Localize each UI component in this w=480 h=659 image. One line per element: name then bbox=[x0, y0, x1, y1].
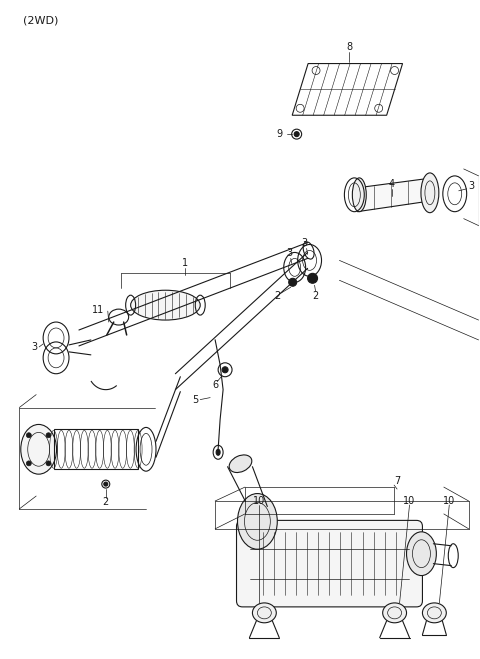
Text: 2: 2 bbox=[275, 291, 281, 301]
Ellipse shape bbox=[421, 173, 439, 213]
Text: 10: 10 bbox=[403, 496, 416, 506]
Ellipse shape bbox=[216, 449, 220, 455]
Ellipse shape bbox=[352, 178, 366, 212]
FancyBboxPatch shape bbox=[237, 521, 422, 607]
Ellipse shape bbox=[288, 278, 297, 286]
Text: 10: 10 bbox=[443, 496, 456, 506]
Ellipse shape bbox=[308, 273, 318, 283]
Ellipse shape bbox=[407, 532, 436, 575]
Text: 2: 2 bbox=[312, 291, 319, 301]
Ellipse shape bbox=[383, 603, 407, 623]
Bar bbox=[54, 430, 138, 469]
Ellipse shape bbox=[46, 433, 51, 438]
Ellipse shape bbox=[104, 482, 108, 486]
Ellipse shape bbox=[222, 367, 228, 373]
Text: 1: 1 bbox=[182, 258, 188, 268]
Ellipse shape bbox=[131, 290, 200, 320]
Text: 4: 4 bbox=[389, 179, 395, 189]
Ellipse shape bbox=[422, 603, 446, 623]
Ellipse shape bbox=[26, 461, 31, 466]
Text: 10: 10 bbox=[253, 496, 265, 506]
Text: 5: 5 bbox=[192, 395, 198, 405]
Text: 3: 3 bbox=[468, 181, 475, 191]
Text: 3: 3 bbox=[301, 237, 308, 248]
Text: (2WD): (2WD) bbox=[23, 16, 59, 26]
Text: 11: 11 bbox=[92, 305, 104, 315]
Ellipse shape bbox=[26, 433, 31, 438]
Ellipse shape bbox=[238, 494, 277, 549]
Ellipse shape bbox=[229, 455, 252, 473]
Text: 8: 8 bbox=[346, 42, 352, 51]
Text: 2: 2 bbox=[103, 497, 109, 507]
Polygon shape bbox=[357, 179, 425, 212]
Ellipse shape bbox=[46, 461, 51, 466]
Text: 7: 7 bbox=[394, 476, 400, 486]
Text: 9: 9 bbox=[276, 129, 283, 139]
Text: 6: 6 bbox=[212, 380, 218, 389]
Ellipse shape bbox=[294, 132, 299, 136]
Ellipse shape bbox=[21, 424, 57, 474]
Text: 3: 3 bbox=[31, 342, 37, 352]
Text: 3: 3 bbox=[287, 248, 293, 258]
Ellipse shape bbox=[252, 603, 276, 623]
